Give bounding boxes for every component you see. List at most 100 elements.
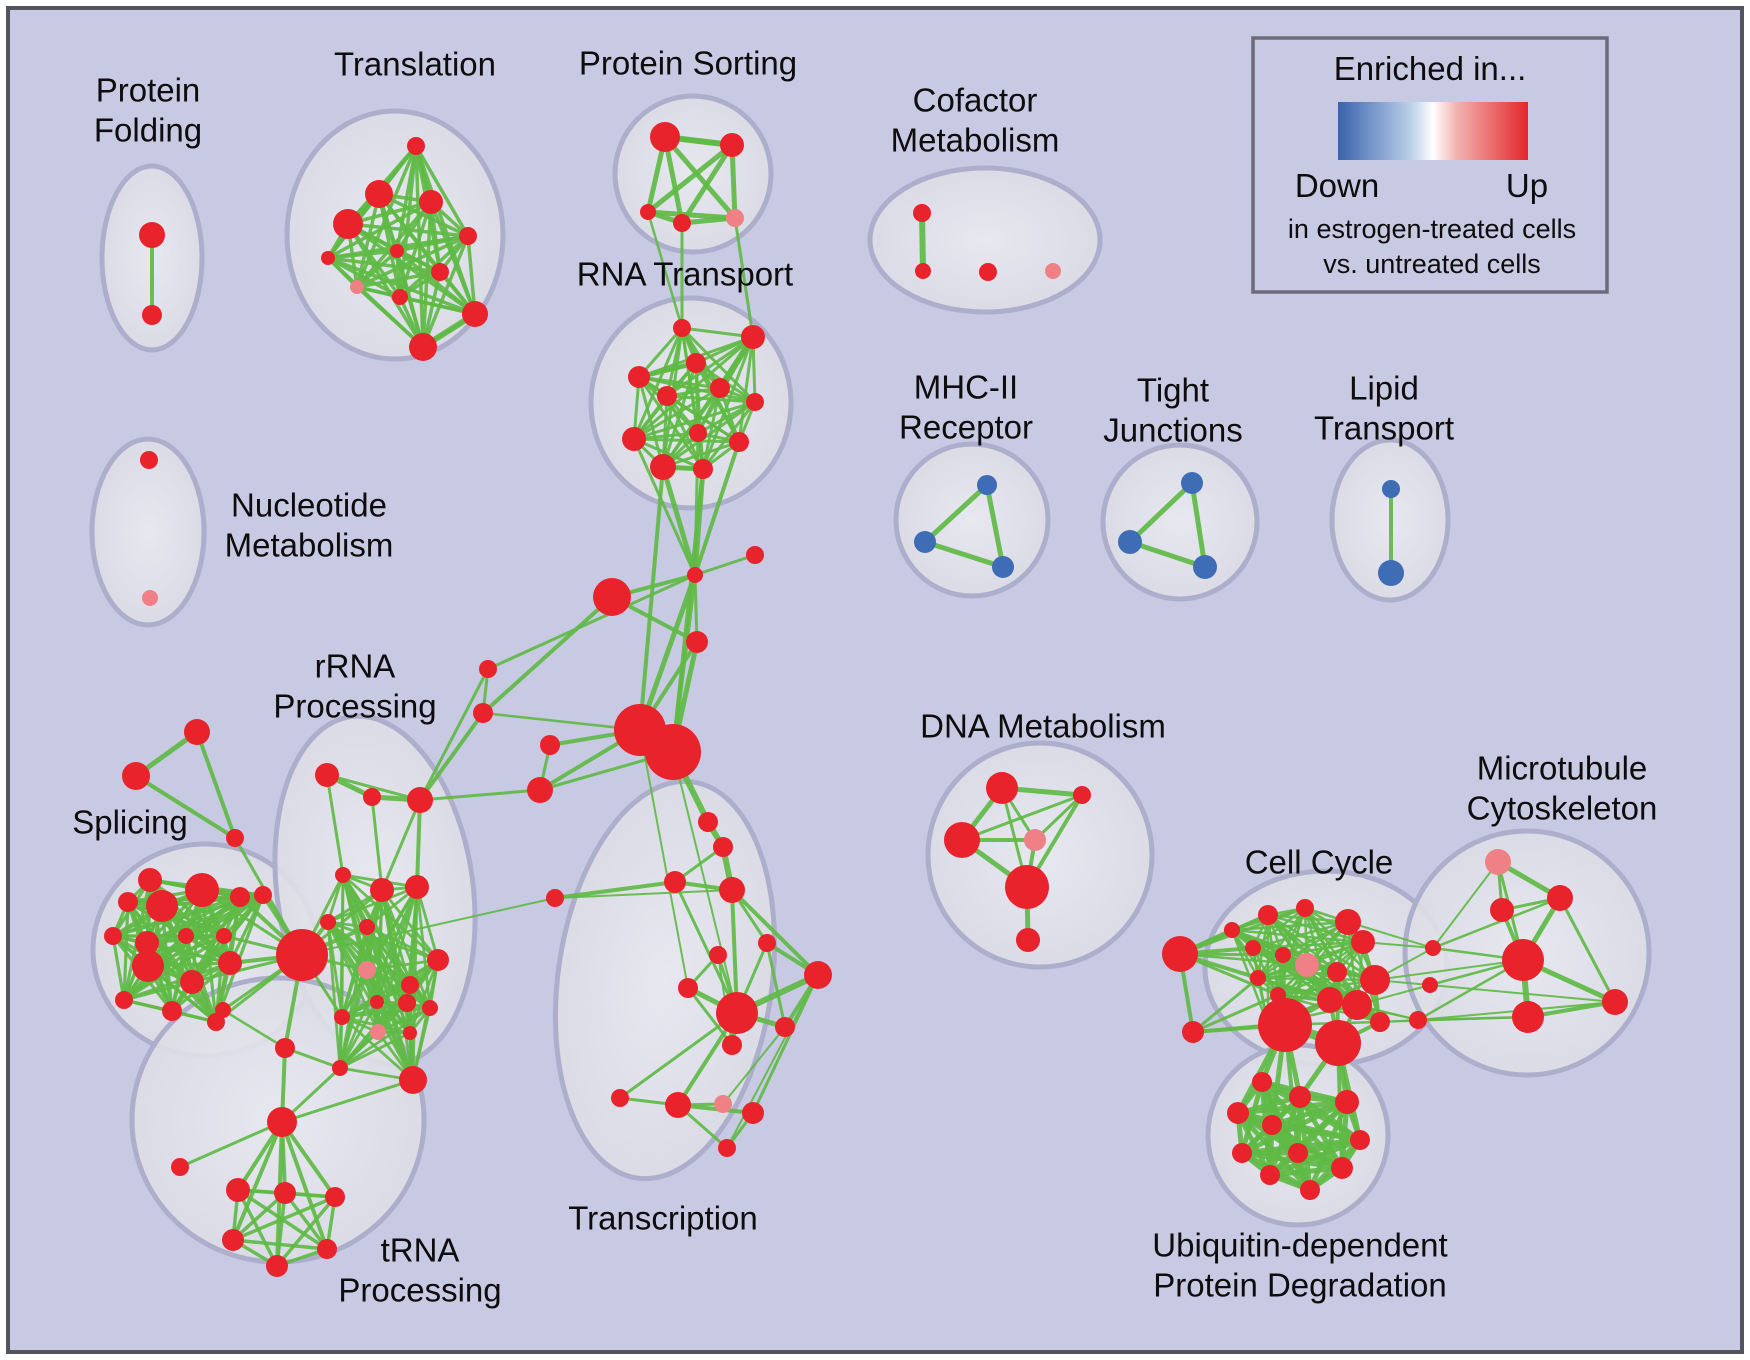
- edge-th4-th5: [231, 1238, 329, 1251]
- node-rt4: [628, 366, 650, 388]
- node-mt6: [1602, 989, 1628, 1015]
- edge-cc9-cc10: [1256, 976, 1377, 982]
- node-th6: [266, 1255, 288, 1277]
- node-mt5: [1512, 1001, 1544, 1033]
- node-rr9: [427, 949, 449, 971]
- edge-dm2-dm3: [960, 793, 1084, 842]
- edge-rt7-rt10: [665, 394, 741, 444]
- node-cc1: [1258, 905, 1278, 925]
- edge-rr12-rr18: [338, 1015, 344, 1070]
- cluster-hull-cofactor-metabolism: [867, 165, 1103, 315]
- node-tx4: [758, 934, 776, 952]
- edge-rs-tx3: [554, 889, 733, 899]
- legend-title: Enriched in...: [1334, 50, 1527, 87]
- cluster-label-tight-junctions-line2: Junctions: [1103, 412, 1242, 449]
- edge-th3-th4: [231, 1195, 337, 1242]
- edge-tnh-th4: [231, 1120, 284, 1242]
- node-nm2: [142, 590, 158, 606]
- node-dm2: [1073, 786, 1091, 804]
- node-pf1: [139, 222, 165, 248]
- node-mc2: [593, 578, 631, 616]
- node-rr5: [370, 878, 394, 902]
- edge-ccL-cc7: [1178, 952, 1309, 967]
- node-cm3: [979, 263, 997, 281]
- node-tr2: [365, 180, 393, 208]
- node-rr13: [370, 995, 384, 1009]
- edge-mt2-mt6: [1558, 896, 1617, 1004]
- edge-ub5-ub6: [1269, 1122, 1363, 1143]
- node-rt12: [693, 459, 713, 479]
- edge-tj1-tj2: [1127, 480, 1195, 545]
- cluster-hull-dna-metabolism: [925, 740, 1155, 970]
- node-tr6: [390, 244, 404, 258]
- edge-rt6-rt9: [632, 400, 757, 441]
- node-dm5: [1005, 865, 1049, 909]
- node-rr11: [401, 976, 419, 994]
- edge-tnh-rr19: [280, 1078, 415, 1124]
- node-tx15: [718, 1139, 736, 1157]
- edge-mc1-hb1: [637, 572, 698, 733]
- edge-rt10-mc1: [693, 440, 741, 577]
- cluster-hull-tight-junctions: [1100, 442, 1260, 602]
- edge-ps5-rt2: [733, 216, 755, 339]
- node-tna: [275, 1038, 295, 1058]
- edge-ps2-ps4: [679, 142, 735, 226]
- node-x1: [184, 719, 210, 745]
- edge-tr6-tr8: [355, 249, 399, 289]
- cluster-hull-mhc-ii-receptor: [893, 441, 1051, 599]
- edge-rr8-rr9: [365, 925, 440, 962]
- cluster-label-translation: Translation: [334, 46, 496, 83]
- node-tx2: [713, 837, 733, 857]
- edge-rt4-rt6: [637, 375, 757, 404]
- node-tr3: [419, 190, 443, 214]
- edge-ps3-rt1: [646, 210, 684, 330]
- edge-rr7-rr9: [326, 920, 440, 962]
- edge-rr9-rr10: [365, 958, 440, 972]
- node-sp4: [185, 873, 219, 907]
- edge-rr15-rr18: [338, 1006, 432, 1070]
- cluster-label-microtubule-cytoskeleton-line2: Cytoskeleton: [1467, 790, 1658, 827]
- node-cg1: [1258, 998, 1312, 1052]
- node-sp12: [218, 951, 242, 975]
- edge-ub9-ub10: [1267, 1165, 1345, 1178]
- node-tj3: [1193, 555, 1217, 579]
- node-tni: [171, 1158, 189, 1176]
- edge-mo1-mt2: [1431, 896, 1562, 950]
- node-tx0: [664, 871, 686, 893]
- edge-rr17-rr18: [338, 1031, 412, 1070]
- node-mo1: [1425, 940, 1441, 956]
- node-cm4: [1045, 263, 1061, 279]
- edge-tr9-tr12: [326, 256, 402, 299]
- edge-hub-rs: [301, 897, 556, 956]
- node-mc1: [687, 567, 703, 583]
- cluster-label-rrna-processing-line2: Processing: [273, 688, 436, 725]
- node-ps4: [673, 214, 691, 232]
- node-ps3: [640, 204, 656, 220]
- cluster-label-nucleotide-metabolism-line1: Nucleotide: [231, 487, 387, 524]
- node-sp11: [180, 970, 204, 994]
- node-cc13: [1342, 990, 1372, 1020]
- node-cg2: [1315, 1020, 1361, 1066]
- node-ub9: [1331, 1157, 1353, 1179]
- node-sp9: [216, 928, 232, 944]
- edge-cc2-cc10: [1256, 906, 1307, 980]
- edge-mh1-mh3: [984, 482, 1006, 570]
- node-mh2: [914, 531, 936, 553]
- node-tr10: [462, 301, 488, 327]
- edge-tx0-tx8: [673, 880, 739, 1015]
- edge-tj2-tj3: [1127, 539, 1208, 570]
- node-mc3: [686, 631, 708, 653]
- node-sp13: [115, 991, 133, 1009]
- node-mh1: [977, 475, 997, 495]
- edge-rr3-rr5: [380, 798, 422, 892]
- node-ub7: [1232, 1143, 1252, 1163]
- node-cc14: [1370, 1012, 1390, 1032]
- cluster-label-dna-metabolism: DNA Metabolism: [920, 708, 1166, 745]
- cluster-label-mhc-ii-receptor-line1: MHC-II: [914, 369, 1018, 406]
- edge-mh2-mh3: [922, 539, 1006, 570]
- node-ub3: [1335, 1090, 1359, 1114]
- node-ps5: [726, 209, 744, 227]
- legend-gradient-bar: [1338, 102, 1528, 160]
- edge-tr3-tr12: [326, 200, 433, 260]
